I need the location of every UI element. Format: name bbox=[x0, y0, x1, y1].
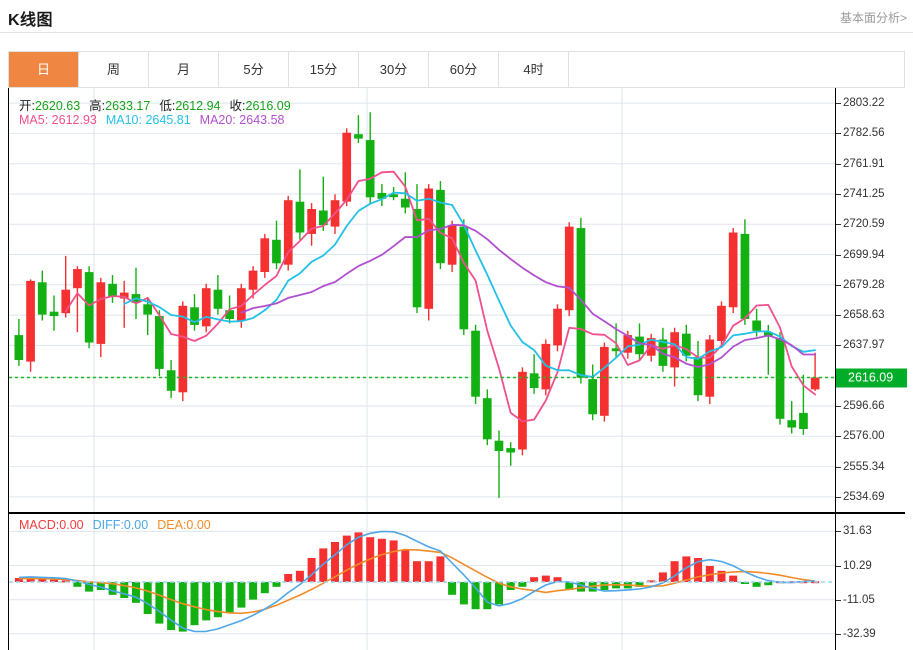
macd-axis-tick: -11.05 bbox=[836, 594, 875, 606]
price-axis-tick: 2720.59 bbox=[836, 218, 885, 230]
axis-tick-dash bbox=[836, 224, 841, 226]
macd-axis-tick: 10.29 bbox=[836, 560, 872, 572]
tab-month[interactable]: 月 bbox=[149, 52, 219, 87]
axis-tick-dash bbox=[836, 496, 841, 498]
open-label: 开: bbox=[19, 99, 35, 113]
price-axis-tick: 2576.00 bbox=[836, 430, 885, 442]
close-label: 收: bbox=[229, 99, 246, 113]
page-header: K线图 基本面分析> bbox=[0, 0, 913, 33]
high-value: 2633.17 bbox=[105, 99, 151, 113]
open-value: 2620.63 bbox=[34, 99, 81, 113]
price-axis-tick: 2679.28 bbox=[836, 279, 885, 291]
axis-tick-dash bbox=[836, 163, 841, 165]
axis-tick-dash bbox=[836, 345, 841, 347]
diff-value: 0.00 bbox=[123, 518, 149, 532]
price-axis-tick: 2555.34 bbox=[836, 461, 885, 473]
macd-axis: 31.63 10.29 -11.05 -32.39 bbox=[835, 514, 906, 650]
ma10-value: 2645.81 bbox=[145, 113, 191, 127]
axis-tick-dash bbox=[836, 315, 841, 317]
axis-tick-dash bbox=[836, 284, 841, 286]
tabbar-filler bbox=[569, 52, 904, 87]
ma10-label: MA10: bbox=[105, 113, 142, 127]
axis-tick-dash bbox=[836, 633, 841, 635]
low-value: 2612.94 bbox=[175, 99, 221, 113]
macd-axis-tick: -32.39 bbox=[836, 628, 876, 640]
price-axis-tick: 2596.66 bbox=[836, 400, 885, 412]
low-label: 低: bbox=[159, 99, 176, 113]
period-tabbar: 日 周 月 5分 15分 30分 60分 4时 bbox=[8, 51, 905, 88]
macd-plot-area[interactable] bbox=[9, 514, 835, 650]
fundamental-analysis-link[interactable]: 基本面分析> bbox=[839, 11, 907, 25]
ma-legend: MA5: 2612.93 MA10: 2645.81 MA20: 2643.58 bbox=[19, 113, 284, 127]
axis-tick-dash bbox=[836, 133, 841, 135]
ma20-value: 2643.58 bbox=[239, 113, 285, 127]
axis-tick-dash bbox=[836, 194, 841, 195]
price-axis-tick: 2658.63 bbox=[836, 309, 885, 321]
macd-value: 0.00 bbox=[59, 518, 84, 532]
macd-svg bbox=[9, 514, 835, 650]
dea-value: 0.00 bbox=[186, 518, 211, 532]
price-axis: 2803.22 2782.56 2761.91 2741.25 2720.59 2699.… bbox=[835, 88, 907, 512]
tab-60min[interactable]: 60分 bbox=[429, 52, 499, 87]
macd-label: MACD: bbox=[19, 518, 60, 532]
high-label: 高: bbox=[89, 99, 106, 113]
ma20-label: MA20: bbox=[199, 113, 236, 127]
ohlc-legend: 开:2620.63 高:2633.17 低:2612.94 收:2616.09 bbox=[19, 95, 291, 114]
page-title: K线图 bbox=[8, 12, 54, 29]
price-axis-tick: 2699.94 bbox=[836, 249, 885, 261]
candlestick-svg bbox=[9, 88, 835, 512]
price-axis-tick: 2803.22 bbox=[836, 97, 885, 109]
macd-axis-tick: 31.63 bbox=[836, 525, 872, 537]
price-axis-tick: 2637.97 bbox=[836, 339, 885, 351]
axis-tick-dash bbox=[836, 466, 841, 468]
price-axis-tick: 2761.91 bbox=[836, 158, 885, 170]
axis-tick-dash bbox=[836, 599, 841, 601]
dea-label: DEA: bbox=[157, 518, 187, 532]
axis-tick-dash bbox=[836, 406, 841, 407]
tab-5min[interactable]: 5分 bbox=[219, 52, 289, 87]
tab-4hour[interactable]: 4时 bbox=[499, 52, 569, 87]
axis-tick-dash bbox=[836, 565, 841, 567]
macd-legend: MACD:0.00 DIFF:0.00 DEA:0.00 bbox=[19, 518, 211, 532]
axis-tick-dash bbox=[836, 436, 841, 438]
ma5-label: MA5: bbox=[19, 113, 49, 127]
axis-tick-dash bbox=[836, 254, 841, 256]
tab-week[interactable]: 周 bbox=[79, 52, 149, 87]
diff-label: DIFF: bbox=[92, 518, 124, 532]
price-plot-area[interactable] bbox=[9, 88, 835, 512]
ma5-value: 2612.93 bbox=[51, 113, 97, 127]
axis-tick-dash bbox=[836, 103, 841, 105]
tab-30min[interactable]: 30分 bbox=[359, 52, 429, 87]
tab-15min[interactable]: 15分 bbox=[289, 52, 359, 87]
tab-day[interactable]: 日 bbox=[9, 52, 79, 87]
price-axis-tick: 2782.56 bbox=[836, 127, 885, 139]
price-chart-frame: 开:2620.63 高:2633.17 低:2612.94 收:2616.09 MA5… bbox=[8, 88, 907, 514]
current-price-tag: 2616.09 bbox=[836, 368, 907, 387]
macd-chart-frame: MACD:0.00 DIFF:0.00 DEA:0.00 31.63 10.29 -11… bbox=[8, 514, 905, 650]
close-value: 2616.09 bbox=[245, 99, 291, 113]
price-axis-tick: 2534.69 bbox=[836, 491, 885, 503]
axis-tick-dash bbox=[836, 531, 841, 533]
price-axis-tick: 2741.25 bbox=[836, 188, 885, 200]
